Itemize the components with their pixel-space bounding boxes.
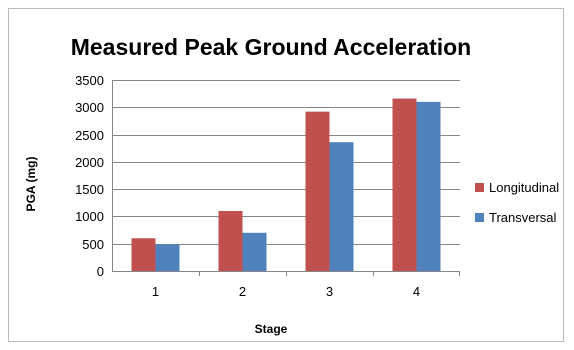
x-tick-label: 4 (413, 284, 420, 299)
y-tick-label: 3000 (75, 100, 104, 115)
x-tick-label: 2 (239, 284, 246, 299)
legend-label-transversal: Transversal (489, 210, 557, 225)
bar-longitudinal-3 (305, 111, 330, 271)
gridlines (112, 80, 460, 245)
bar-transversal-3 (329, 142, 354, 271)
y-tick-label: 2500 (75, 128, 104, 143)
y-tick-label: 500 (82, 237, 104, 252)
bar-transversal-4 (416, 101, 441, 271)
bar-transversal-1 (155, 244, 180, 271)
chart-container: Measured Peak Ground Acceleration 0 500 10… (8, 8, 564, 342)
x-tick-label: 1 (152, 284, 159, 299)
y-tick-label: 3500 (75, 73, 104, 88)
legend-swatch-longitudinal (475, 183, 484, 192)
bar-chart: Measured Peak Ground Acceleration 050010… (24, 34, 559, 336)
bar-longitudinal-1 (131, 238, 156, 271)
bars (131, 98, 460, 276)
bar-longitudinal-4 (392, 98, 417, 271)
legend: Longitudinal Transversal (475, 180, 559, 225)
legend-swatch-transversal (475, 213, 484, 222)
y-tick-label: 1000 (75, 209, 104, 224)
y-tick-label: 0 (97, 264, 104, 279)
axes (112, 80, 460, 272)
bar-transversal-2 (242, 232, 267, 271)
y-tick-label: 1500 (75, 182, 104, 197)
chart-title: Measured Peak Ground Acceleration (71, 34, 472, 60)
x-axis-title: Stage (255, 322, 288, 336)
bar-longitudinal-2 (218, 210, 243, 271)
y-axis-title: PGA (mg) (24, 157, 38, 212)
y-tick-label: 2000 (75, 155, 104, 170)
legend-label-longitudinal: Longitudinal (489, 180, 559, 195)
x-tick-label: 3 (326, 284, 333, 299)
x-tick-labels: 1 2 3 4 (152, 284, 420, 299)
y-tick-labels: 0 500 1000 1500 2000 2500 3000 3500 (75, 73, 104, 279)
